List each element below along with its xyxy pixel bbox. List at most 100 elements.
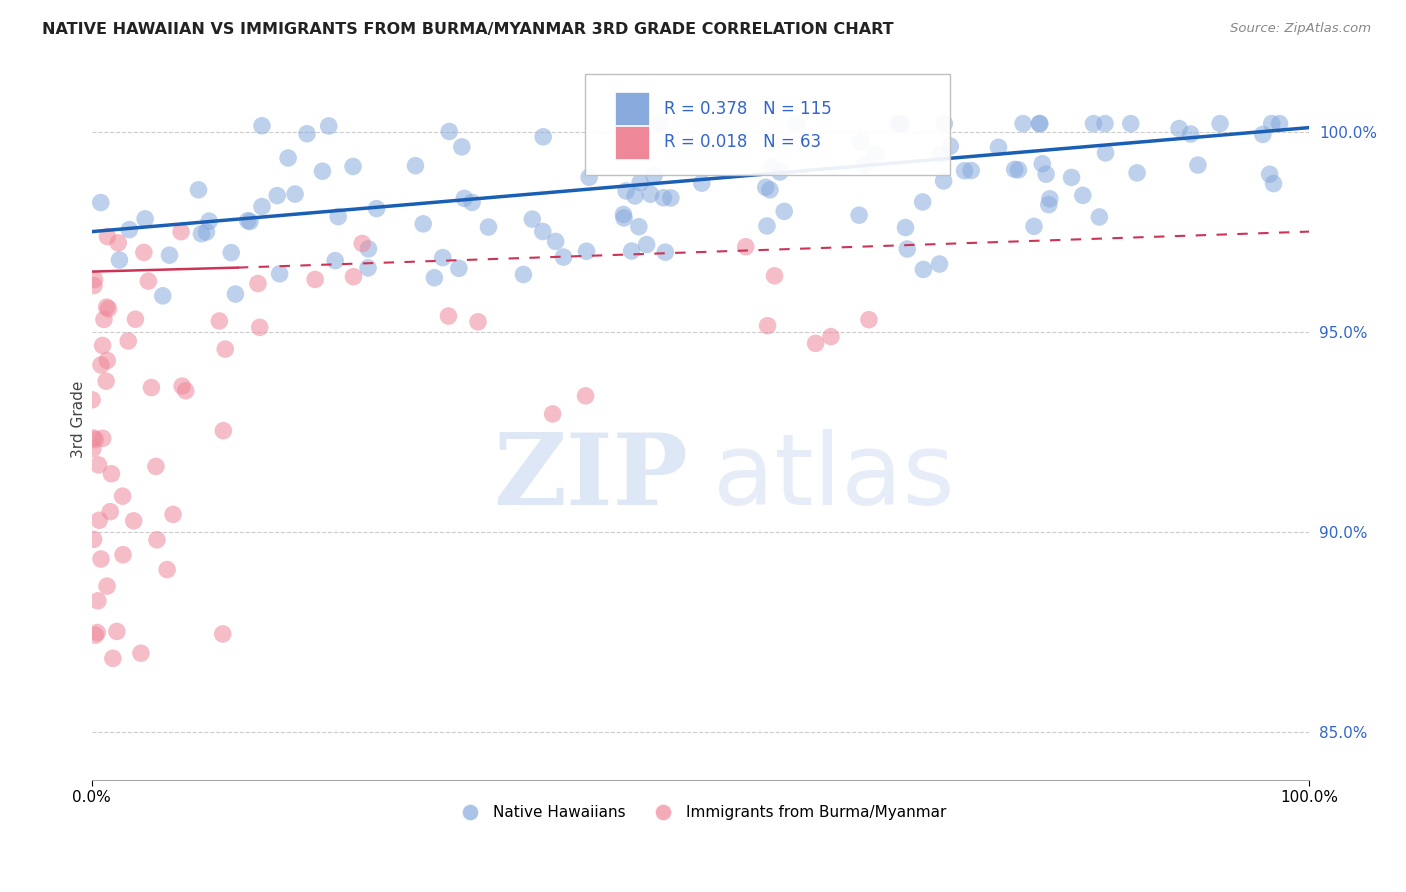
Point	[141, 380, 163, 394]
Point	[929, 147, 952, 161]
Point	[461, 195, 484, 210]
Point	[190, 227, 212, 241]
Point	[214, 342, 236, 356]
Point	[755, 219, 778, 233]
Point	[453, 191, 475, 205]
Point	[1083, 117, 1105, 131]
Point	[94, 374, 117, 388]
Point	[820, 329, 842, 343]
Point	[575, 244, 598, 259]
Point	[1263, 177, 1285, 191]
Point	[91, 338, 114, 352]
Point	[97, 301, 120, 316]
Text: R = 0.018   N = 63: R = 0.018 N = 63	[664, 134, 821, 152]
Point	[96, 579, 118, 593]
Point	[624, 189, 647, 203]
Point	[1088, 210, 1111, 224]
Point	[83, 533, 105, 547]
Point	[911, 194, 934, 209]
Point	[1119, 117, 1142, 131]
Point	[1038, 197, 1060, 211]
Point	[211, 627, 233, 641]
Point	[437, 309, 460, 323]
Point	[124, 312, 146, 326]
Point	[804, 336, 827, 351]
Point	[1004, 162, 1026, 177]
Point	[1071, 188, 1094, 202]
Point	[640, 187, 662, 202]
Point	[224, 287, 246, 301]
Point	[1039, 192, 1062, 206]
Point	[612, 207, 634, 221]
Point	[412, 217, 434, 231]
Point	[522, 212, 544, 227]
Point	[553, 250, 575, 264]
Point	[105, 624, 128, 639]
Point	[132, 245, 155, 260]
Point	[1258, 167, 1281, 181]
Point	[1251, 128, 1274, 142]
Point	[90, 552, 112, 566]
Point	[928, 257, 950, 271]
Point	[432, 251, 454, 265]
Point	[755, 180, 778, 194]
Point	[352, 236, 374, 251]
Point	[620, 244, 643, 258]
Point	[357, 260, 380, 275]
Point	[318, 119, 340, 133]
Point	[246, 277, 269, 291]
Point	[613, 211, 636, 225]
Point	[328, 210, 350, 224]
Point	[1187, 158, 1209, 172]
Point	[342, 160, 364, 174]
Point	[512, 268, 534, 282]
Point	[1094, 145, 1116, 160]
Point	[162, 508, 184, 522]
Point	[101, 651, 124, 665]
Point	[404, 159, 426, 173]
Point	[853, 158, 876, 172]
Text: Source: ZipAtlas.com: Source: ZipAtlas.com	[1230, 22, 1371, 36]
Point	[96, 353, 118, 368]
Point	[96, 229, 118, 244]
Point	[1012, 117, 1035, 131]
Point	[890, 117, 912, 131]
Point	[865, 147, 887, 161]
Point	[96, 300, 118, 314]
Point	[643, 169, 665, 183]
Point	[759, 183, 782, 197]
Point	[734, 240, 756, 254]
Point	[1260, 117, 1282, 131]
Point	[574, 389, 596, 403]
Point	[86, 625, 108, 640]
Point	[1126, 166, 1149, 180]
Point	[170, 225, 193, 239]
Point	[1035, 167, 1057, 181]
Point	[960, 163, 983, 178]
Text: ZIP: ZIP	[494, 429, 689, 525]
Point	[366, 202, 388, 216]
Point	[249, 320, 271, 334]
Bar	[616, 126, 650, 159]
Point	[83, 278, 105, 293]
Point	[239, 214, 262, 228]
Point	[614, 184, 637, 198]
Point	[136, 274, 159, 288]
Point	[763, 268, 786, 283]
Bar	[616, 93, 650, 125]
Point	[284, 187, 307, 202]
Point	[90, 195, 112, 210]
Point	[93, 312, 115, 326]
Y-axis label: 3rd Grade: 3rd Grade	[72, 381, 86, 458]
Point	[849, 136, 872, 150]
Point	[219, 245, 242, 260]
Point	[111, 548, 134, 562]
Point	[953, 163, 976, 178]
Point	[786, 117, 808, 131]
Point	[208, 314, 231, 328]
Point	[250, 119, 273, 133]
Point	[848, 208, 870, 222]
Point	[83, 272, 105, 286]
Point	[269, 267, 291, 281]
Point	[756, 318, 779, 333]
